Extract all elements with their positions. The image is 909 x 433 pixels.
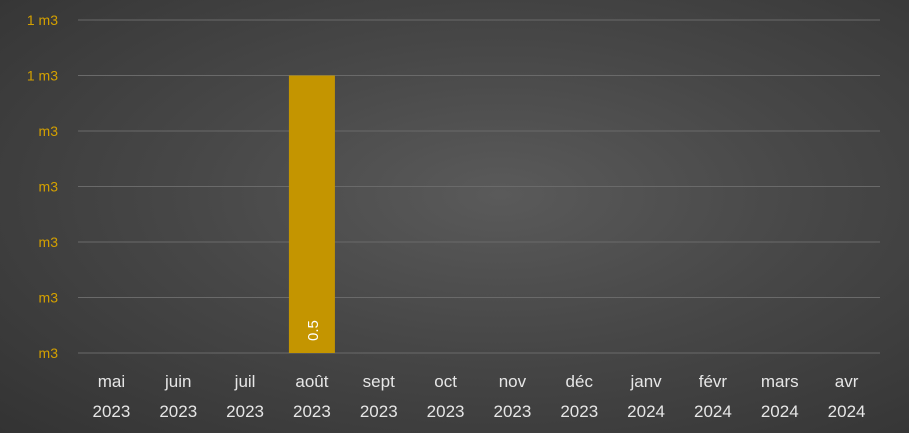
x-tick-label-year: 2023 [293, 402, 331, 421]
y-tick-label: m3 [39, 345, 59, 361]
x-tick-label-year: 2023 [360, 402, 398, 421]
x-tick-label-year: 2024 [627, 402, 665, 421]
x-tick-label-month: juil [234, 372, 256, 391]
x-tick-label-year: 2023 [226, 402, 264, 421]
y-tick-label: m3 [39, 290, 59, 306]
y-tick-label: 1 m3 [27, 68, 58, 84]
x-tick-label-year: 2023 [159, 402, 197, 421]
x-tick-label-year: 2024 [828, 402, 866, 421]
y-tick-label: m3 [39, 234, 59, 250]
y-tick-label: m3 [39, 179, 59, 195]
x-tick-label-month: sept [363, 372, 395, 391]
x-tick-label-year: 2023 [560, 402, 598, 421]
x-tick-label-year: 2024 [694, 402, 732, 421]
x-tick-label-month: août [295, 372, 328, 391]
bar [288, 75, 335, 353]
x-tick-label-year: 2023 [93, 402, 131, 421]
x-tick-label-month: oct [434, 372, 457, 391]
y-tick-label: 1 m3 [27, 12, 58, 28]
x-tick-label-year: 2023 [494, 402, 532, 421]
x-tick-label-month: mars [761, 372, 799, 391]
x-tick-label-month: avr [835, 372, 859, 391]
x-tick-label-month: mai [98, 372, 125, 391]
x-tick-label-month: déc [566, 372, 594, 391]
x-tick-label-year: 2023 [427, 402, 465, 421]
x-tick-label-month: janv [629, 372, 662, 391]
x-tick-label-month: juin [164, 372, 191, 391]
x-tick-label-year: 2024 [761, 402, 799, 421]
x-tick-label-month: nov [499, 372, 527, 391]
bar-data-label: 0.5 [305, 320, 322, 341]
y-tick-label: m3 [39, 123, 59, 139]
x-tick-label-month: févr [699, 372, 728, 391]
